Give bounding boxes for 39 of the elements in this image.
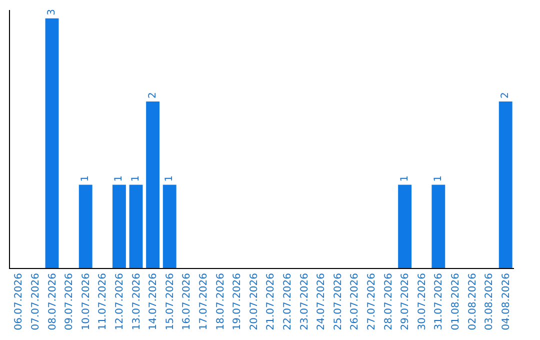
x-tick-label: 09.07.2026	[64, 273, 76, 330]
x-tick-label: 07.07.2026	[30, 273, 42, 330]
data-label: 2	[500, 92, 512, 99]
x-tick-label: 21.07.2026	[266, 273, 277, 330]
x-tick-label: 13.07.2026	[131, 273, 142, 330]
x-tick-label: 03.08.2026	[484, 273, 496, 330]
x-tick-label: 04.08.2026	[500, 273, 512, 330]
x-tick-label: 22.07.2026	[282, 273, 294, 330]
x-tick-label: 06.07.2026	[14, 273, 25, 330]
x-tick-label: 30.07.2026	[416, 273, 428, 330]
x-tick-label: 19.07.2026	[232, 273, 244, 330]
x-tick-label: 12.07.2026	[114, 273, 126, 330]
data-label: 1	[114, 175, 125, 182]
x-tick-label: 11.07.2026	[98, 273, 109, 330]
x-tick-label: 15.07.2026	[164, 273, 176, 330]
x-tick-label: 31.07.2026	[434, 273, 445, 330]
data-label: 1	[164, 175, 176, 182]
data-label: 2	[147, 92, 158, 99]
x-tick-label: 29.07.2026	[400, 273, 412, 330]
x-tick-label: 23.07.2026	[299, 273, 310, 330]
x-tick-label: 27.07.2026	[366, 273, 378, 330]
data-label: 1	[80, 175, 92, 182]
x-tick-label: 26.07.2026	[350, 273, 361, 330]
x-tick-label: 02.08.2026	[467, 273, 478, 330]
x-tick-label: 25.07.2026	[332, 273, 344, 330]
x-tick-label: 14.07.2026	[148, 273, 160, 330]
x-tick-label: 24.07.2026	[316, 273, 328, 330]
x-tick-label: 20.07.2026	[248, 273, 260, 330]
x-tick-label: 18.07.2026	[215, 273, 226, 330]
x-tick-label: 28.07.2026	[383, 273, 394, 330]
x-tick-label: 16.07.2026	[182, 273, 193, 330]
x-tick-label: 01.08.2026	[450, 273, 462, 330]
data-label: 1	[399, 175, 410, 182]
data-label: 1	[432, 175, 444, 182]
data-label: 3	[46, 8, 58, 16]
data-label: 1	[130, 175, 142, 182]
x-tick-label: 17.07.2026	[198, 273, 210, 330]
x-tick-label: 08.07.2026	[47, 273, 58, 330]
x-tick-label: 10.07.2026	[80, 273, 92, 330]
